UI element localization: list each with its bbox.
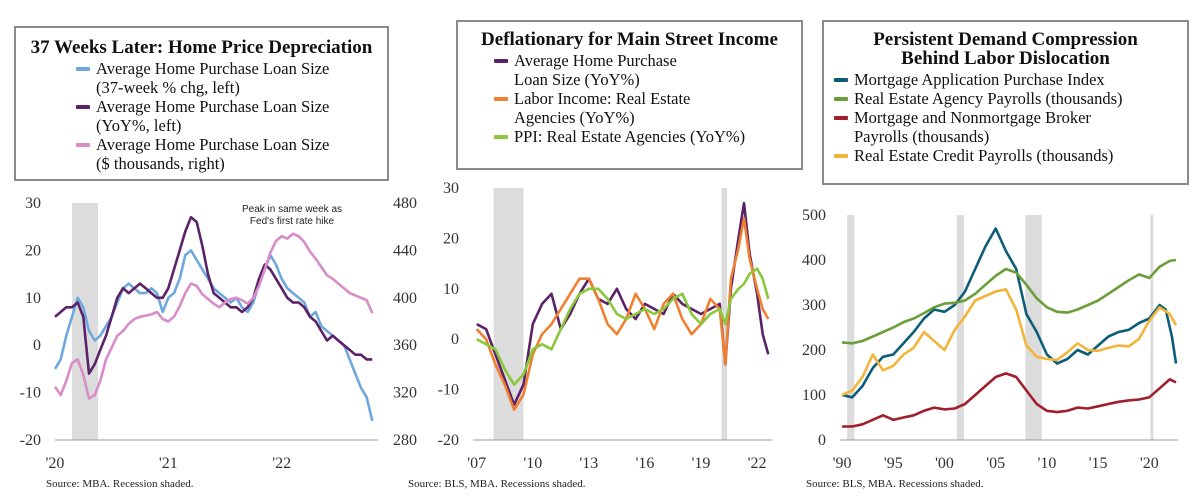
chart3-series-line bbox=[841, 287, 1178, 397]
legend-swatch bbox=[494, 59, 508, 63]
chart1-y-tick-label: 10 bbox=[25, 290, 41, 307]
chart3-series-line bbox=[841, 227, 1178, 399]
chart2-legend-item-1: Average Home Purchase Loan Size (YoY%) bbox=[494, 51, 801, 89]
legend-swatch bbox=[834, 78, 848, 82]
chart1-legend-item-2: Average Home Purchase Loan Size (YoY%, l… bbox=[76, 97, 387, 135]
chart1-title: 37 Weeks Later: Home Price Depreciation bbox=[30, 37, 373, 58]
chart2-recession-band bbox=[721, 188, 728, 440]
chart1-y-tick-label: 20 bbox=[25, 242, 41, 259]
chart3-x-tick-label: '90 bbox=[833, 455, 852, 472]
chart3-y-tick-label: 300 bbox=[802, 297, 826, 314]
chart3-x-tick-label: '00 bbox=[935, 455, 954, 472]
chart3-x-tick-label: '05 bbox=[986, 455, 1005, 472]
chart3-legend: Persistent Demand Compression Behind Lab… bbox=[822, 20, 1189, 185]
chart2-legend-item-3: PPI: Real Estate Agencies (YoY%) bbox=[494, 127, 801, 146]
chart3-x-tick-label: '10 bbox=[1037, 455, 1056, 472]
chart1-y2-tick-label: 480 bbox=[393, 195, 417, 212]
chart2-y-tick-label: 10 bbox=[443, 281, 459, 298]
chart2-x-tick-label: '13 bbox=[579, 455, 598, 472]
chart3-recession-band bbox=[847, 215, 855, 440]
chart1-x-tick-label: '21 bbox=[159, 455, 178, 472]
chart1-y-tick-label: -10 bbox=[20, 385, 41, 402]
chart1-annotation-line: Peak in same week as bbox=[242, 204, 342, 215]
chart1-y2-tick-label: 360 bbox=[393, 337, 417, 354]
chart2-x-tick-label: '16 bbox=[635, 455, 654, 472]
chart1-series-line bbox=[53, 249, 374, 422]
chart2-legend: Deflationary for Main Street Income Aver… bbox=[456, 20, 803, 170]
chart3-title: Persistent Demand Compression Behind Lab… bbox=[873, 29, 1138, 69]
chart2-y-tick-label: -20 bbox=[438, 432, 459, 449]
chart1-y-tick-label: 30 bbox=[25, 195, 41, 212]
chart2-x-tick-label: '19 bbox=[692, 455, 711, 472]
chart2-legend-item-2: Labor Income: Real Estate Agencies (YoY%… bbox=[494, 89, 801, 127]
chart1-legend-item-1: Average Home Purchase Loan Size (37-week… bbox=[76, 59, 387, 97]
chart3-legend-item-3: Mortgage and Nonmortgage Broker Payrolls… bbox=[834, 108, 1187, 146]
legend-swatch bbox=[494, 135, 508, 139]
chart3-recession-band bbox=[1150, 215, 1154, 440]
chart3-x-tick-label: '95 bbox=[884, 455, 903, 472]
chart2-y-tick-label: 30 bbox=[443, 180, 459, 197]
chart3-x-tick-label: '20 bbox=[1140, 455, 1159, 472]
chart2-x-tick-label: '07 bbox=[467, 455, 486, 472]
chart2-source: Source: BLS, MBA. Recessions shaded. bbox=[408, 478, 586, 490]
chart2-y-tick-label: 20 bbox=[443, 230, 459, 247]
chart2-y-tick-label: 0 bbox=[451, 331, 459, 348]
chart1-x-tick-label: '20 bbox=[46, 455, 65, 472]
chart1-y2-tick-label: 320 bbox=[393, 385, 417, 402]
chart1-annotation-line: Fed's first rate hike bbox=[250, 216, 335, 227]
legend-swatch bbox=[494, 97, 508, 101]
chart2-series-line bbox=[475, 216, 770, 412]
chart1-source: Source: MBA. Recession shaded. bbox=[46, 478, 194, 490]
chart3-x-tick-label: '15 bbox=[1089, 455, 1108, 472]
chart2-title: Deflationary for Main Street Income bbox=[481, 29, 778, 50]
chart1-series-line bbox=[53, 232, 374, 400]
chart1-series-line bbox=[54, 215, 373, 375]
chart3-series-line bbox=[841, 258, 1177, 345]
chart3-legend-item-4: Real Estate Credit Payrolls (thousands) bbox=[834, 146, 1187, 165]
chart2-y-tick-label: -10 bbox=[438, 382, 459, 399]
chart3-y-tick-label: 500 bbox=[802, 207, 826, 224]
chart2-x-tick-label: '22 bbox=[748, 455, 767, 472]
chart1-y2-tick-label: 400 bbox=[393, 290, 417, 307]
chart3-y-tick-label: 400 bbox=[802, 252, 826, 269]
legend-swatch bbox=[834, 154, 848, 158]
chart3-legend-item-1: Mortgage Application Purchase Index bbox=[834, 70, 1187, 89]
legend-swatch bbox=[76, 143, 90, 147]
chart3-recession-band bbox=[956, 215, 964, 440]
chart2-x-tick-label: '10 bbox=[523, 455, 542, 472]
legend-swatch bbox=[76, 105, 90, 109]
chart1-x-tick-label: '22 bbox=[272, 455, 291, 472]
chart3-source: Source: BLS, MBA. Recessions shaded. bbox=[806, 478, 984, 490]
chart3-y-tick-label: 200 bbox=[802, 342, 826, 359]
chart1-y2-tick-label: 440 bbox=[393, 242, 417, 259]
legend-swatch bbox=[834, 116, 848, 120]
chart1-y2-tick-label: 280 bbox=[393, 432, 417, 449]
chart2-series-line bbox=[476, 267, 770, 386]
chart3-legend-item-2: Real Estate Agency Payrolls (thousands) bbox=[834, 89, 1187, 108]
chart3-y-tick-label: 0 bbox=[818, 432, 826, 449]
legend-swatch bbox=[76, 67, 90, 71]
chart1-y-tick-label: 0 bbox=[33, 337, 41, 354]
chart1-legend-item-3: Average Home Purchase Loan Size ($ thous… bbox=[76, 135, 387, 173]
chart1-y-tick-label: -20 bbox=[20, 432, 41, 449]
chart1-legend: 37 Weeks Later: Home Price Depreciation … bbox=[14, 26, 389, 181]
chart3-series-line bbox=[842, 372, 1177, 428]
chart3-y-tick-label: 100 bbox=[802, 387, 826, 404]
legend-swatch bbox=[834, 97, 848, 101]
